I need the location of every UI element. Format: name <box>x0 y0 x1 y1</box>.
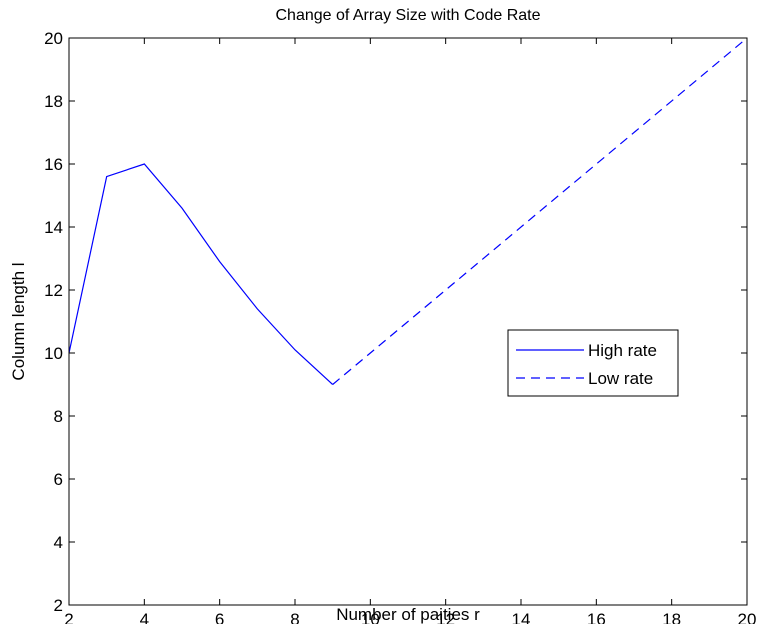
y-tick-label-3: 8 <box>54 407 63 426</box>
y-tick-label-6: 14 <box>44 218 63 237</box>
axis-ticks: 2 4 6 8 10 12 14 16 18 20 2 4 6 8 10 12 14 16 18 20 <box>44 29 756 624</box>
legend-label-1: Low rate <box>588 369 653 388</box>
series-line-1 <box>332 37 748 385</box>
x-tick-label-5: 12 <box>436 610 455 624</box>
legend: High rate Low rate <box>507 329 679 397</box>
x-tick-label-0: 2 <box>64 610 73 624</box>
y-tick-label-9: 20 <box>44 29 63 48</box>
x-tick-label-2: 6 <box>215 610 224 624</box>
x-tick-label-6: 14 <box>512 610 531 624</box>
x-tick-label-1: 4 <box>140 610 149 624</box>
legend-box <box>507 329 679 397</box>
y-tick-label-8: 18 <box>44 92 63 111</box>
series-line-0 <box>68 163 334 385</box>
x-tick-label-7: 16 <box>587 610 606 624</box>
x-tick-label-4: 10 <box>361 610 380 624</box>
y-tick-label-0: 2 <box>54 596 63 615</box>
x-axis-title: Number of paities r <box>336 605 480 624</box>
plot-lines <box>68 37 748 385</box>
y-tick-label-5: 12 <box>44 281 63 300</box>
plot-frame <box>68 37 748 606</box>
y-tick-label-4: 10 <box>44 344 63 363</box>
x-tick-label-8: 18 <box>662 610 681 624</box>
x-tick-label-9: 20 <box>738 610 757 624</box>
y-axis-title: Column length l <box>9 262 28 380</box>
legend-label-0: High rate <box>588 341 657 360</box>
x-tick-label-3: 8 <box>290 610 299 624</box>
y-tick-label-1: 4 <box>54 533 63 552</box>
chart-title: Change of Array Size with Code Rate <box>275 7 540 24</box>
y-tick-label-2: 6 <box>54 470 63 489</box>
y-tick-label-7: 16 <box>44 155 63 174</box>
